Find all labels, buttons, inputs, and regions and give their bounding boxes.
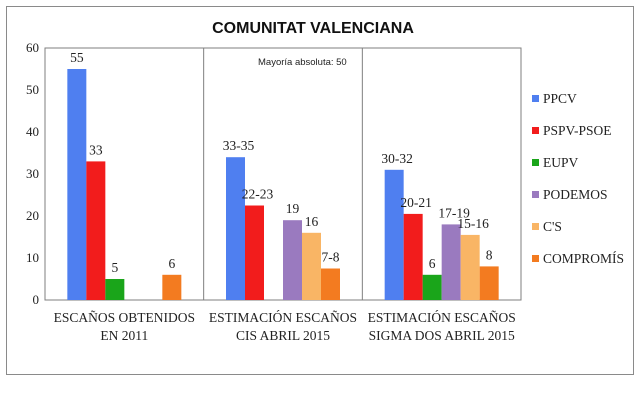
y-tick-label: 50 [26, 82, 39, 97]
data-label: 33-35 [223, 138, 255, 153]
bar [460, 234, 480, 300]
legend-swatch [532, 95, 539, 102]
data-label: 55 [70, 50, 84, 65]
legend-swatch [532, 127, 539, 134]
y-tick-label: 0 [33, 292, 40, 307]
bar [105, 279, 125, 300]
y-axis-ticks: 0 10 20 30 40 50 60 [26, 40, 39, 307]
bar-chart: COMUNITAT VALENCIANA 0 10 20 30 40 50 60 55 33-… [26, 20, 624, 343]
chart-title: COMUNITAT VALENCIANA [212, 20, 414, 37]
legend-swatch [532, 159, 539, 166]
bars [67, 69, 499, 300]
data-label: 7-8 [322, 250, 340, 265]
bar [226, 157, 245, 300]
data-label: 20-21 [400, 195, 432, 210]
bar [441, 224, 461, 300]
category-label: ESTIMACIÓN ESCAÑOS [209, 310, 357, 325]
legend-label: PPCV [543, 91, 577, 106]
legend-label: COMPROMÍS [543, 251, 624, 266]
data-label: 33 [89, 142, 103, 157]
data-label: 22-23 [242, 187, 274, 202]
category-label: EN 2011 [100, 328, 148, 343]
y-tick-label: 10 [26, 250, 39, 265]
y-tick-label: 20 [26, 208, 39, 223]
bar [67, 69, 87, 300]
y-tick-label: 60 [26, 40, 39, 55]
category-label: SIGMA DOS ABRIL 2015 [369, 328, 515, 343]
bar [245, 205, 264, 300]
category-label: ESCAÑOS OBTENIDOS [54, 310, 195, 325]
data-label: 19 [286, 201, 300, 216]
bar [384, 169, 404, 300]
data-labels: 55 33-35 30-32 33 22-23 20-21 5 6 19 17-19 16 15-16… [70, 50, 493, 275]
legend-label: EUPV [543, 155, 579, 170]
bar [162, 274, 182, 300]
legend-swatch [532, 255, 539, 262]
legend: PPCV PSPV-PSOE EUPV PODEMOS C'S COMPROMÍS [532, 91, 624, 266]
bar [283, 220, 302, 300]
bar [302, 232, 321, 300]
y-tick-label: 40 [26, 124, 39, 139]
y-tick-label: 30 [26, 166, 39, 181]
data-label: 6 [168, 256, 175, 271]
data-label: 16 [305, 214, 319, 229]
category-labels: ESCAÑOS OBTENIDOS EN 2011 ESTIMACIÓN ESCAÑ… [54, 310, 516, 343]
data-label: 5 [111, 260, 118, 275]
data-label: 30-32 [381, 151, 413, 166]
chart-frame: COMUNITAT VALENCIANA 0 10 20 30 40 50 60 55 33-… [6, 6, 634, 375]
data-label: 6 [429, 256, 436, 271]
legend-swatch [532, 191, 539, 198]
category-label: CIS ABRIL 2015 [236, 328, 330, 343]
legend-label: PSPV-PSOE [543, 123, 612, 138]
bar [321, 268, 340, 300]
category-label: ESTIMACIÓN ESCAÑOS [368, 310, 516, 325]
bar [403, 213, 423, 300]
legend-swatch [532, 223, 539, 230]
data-label: 8 [486, 247, 493, 262]
bar [86, 161, 106, 300]
legend-label: C'S [543, 219, 562, 234]
bar [479, 266, 499, 300]
majority-annotation: Mayoría absoluta: 50 [258, 57, 347, 68]
gridlines [203, 48, 363, 300]
data-label: 15-16 [457, 216, 489, 231]
data-label: 17-19 [438, 205, 470, 220]
legend-label: PODEMOS [543, 187, 608, 202]
bar [422, 274, 442, 300]
